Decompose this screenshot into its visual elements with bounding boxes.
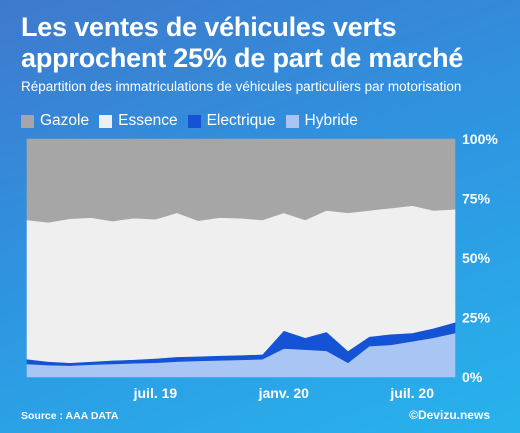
chart-subtitle: Répartition des immatriculations de véhi… — [21, 79, 462, 94]
y-tick-label: 0% — [462, 369, 483, 385]
y-tick-label: 75% — [462, 191, 491, 207]
legend: Gazole Essence Electrique Hybride — [21, 111, 368, 131]
chart-title: Les ventes de véhicules verts approchent… — [21, 12, 501, 74]
title-line-2: approchent 25% de part de marché — [21, 43, 464, 73]
y-tick-label: 50% — [462, 250, 491, 266]
legend-item-hybride: Hybride — [285, 112, 358, 130]
legend-label-electrique: Electrique — [206, 112, 276, 129]
legend-swatch-essence — [99, 114, 113, 128]
x-tick-label: janv. 20 — [258, 385, 310, 401]
legend-item-gazole: Gazole — [21, 112, 89, 130]
legend-swatch-electrique — [187, 114, 201, 128]
legend-label-gazole: Gazole — [40, 112, 90, 129]
x-tick-label: juil. 19 — [133, 385, 178, 401]
y-tick-label: 25% — [462, 310, 491, 326]
legend-item-essence: Essence — [99, 112, 178, 130]
x-tick-label: juil. 20 — [389, 385, 434, 401]
area-gazole — [26, 138, 456, 223]
y-tick-label: 100% — [462, 131, 498, 147]
legend-swatch-hybride — [285, 114, 299, 128]
legend-label-hybride: Hybride — [304, 112, 358, 129]
legend-swatch-gazole — [21, 114, 34, 128]
source-note: Source : AAA DATA — [21, 410, 119, 422]
credit-note: ©Devizu.news — [409, 408, 490, 422]
legend-item-electrique: Electrique — [187, 112, 276, 130]
title-line-1: Les ventes de véhicules verts — [21, 12, 397, 42]
legend-label-essence: Essence — [118, 112, 178, 129]
